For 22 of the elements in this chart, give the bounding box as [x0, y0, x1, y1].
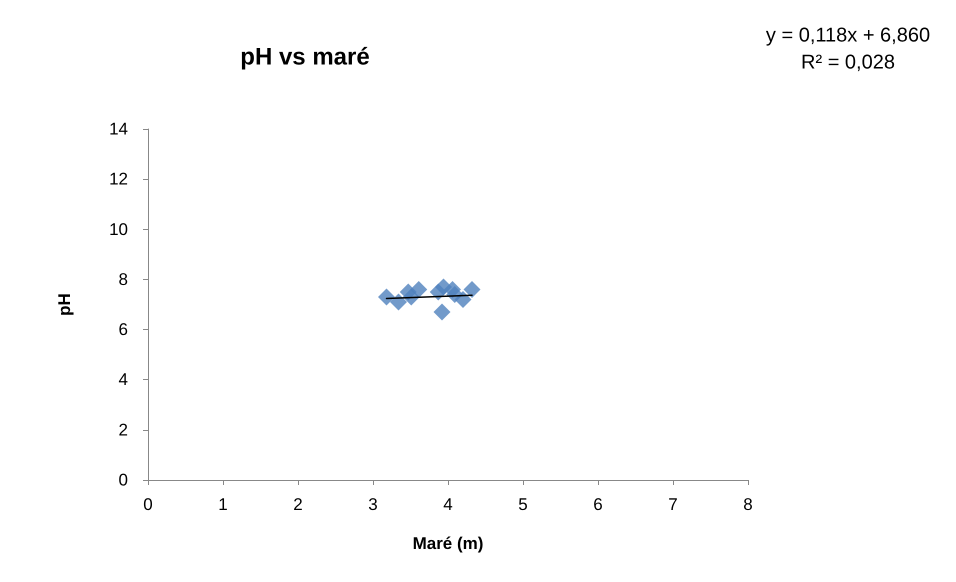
y-tick-label: 8 — [118, 270, 128, 289]
y-tick-label: 4 — [118, 370, 128, 390]
x-tick-label: 1 — [218, 495, 228, 514]
x-tick-label: 0 — [143, 495, 153, 514]
y-tick-label: 10 — [109, 220, 128, 239]
y-tick-label: 2 — [118, 420, 128, 440]
y-tick-label: 12 — [109, 170, 128, 189]
x-tick-label: 3 — [368, 495, 378, 514]
y-axis-title: pH — [55, 293, 74, 316]
x-tick-label: 8 — [743, 495, 753, 514]
x-tick-label: 2 — [293, 495, 303, 514]
chart-title: pH vs maré — [240, 44, 370, 70]
x-axis-title: Maré (m) — [412, 534, 484, 553]
text: R² = 0,028 — [801, 52, 895, 74]
x-tick-label: 6 — [593, 495, 603, 514]
y-tick-label: 6 — [118, 320, 128, 340]
y-tick-label: 0 — [118, 470, 128, 490]
y-tick-label: 14 — [109, 120, 128, 138]
text: y = 0,118x + 6,860 — [766, 24, 930, 46]
x-tick-label: 7 — [668, 495, 678, 514]
x-tick-label: 4 — [443, 495, 453, 514]
x-tick-label: 5 — [518, 495, 528, 514]
